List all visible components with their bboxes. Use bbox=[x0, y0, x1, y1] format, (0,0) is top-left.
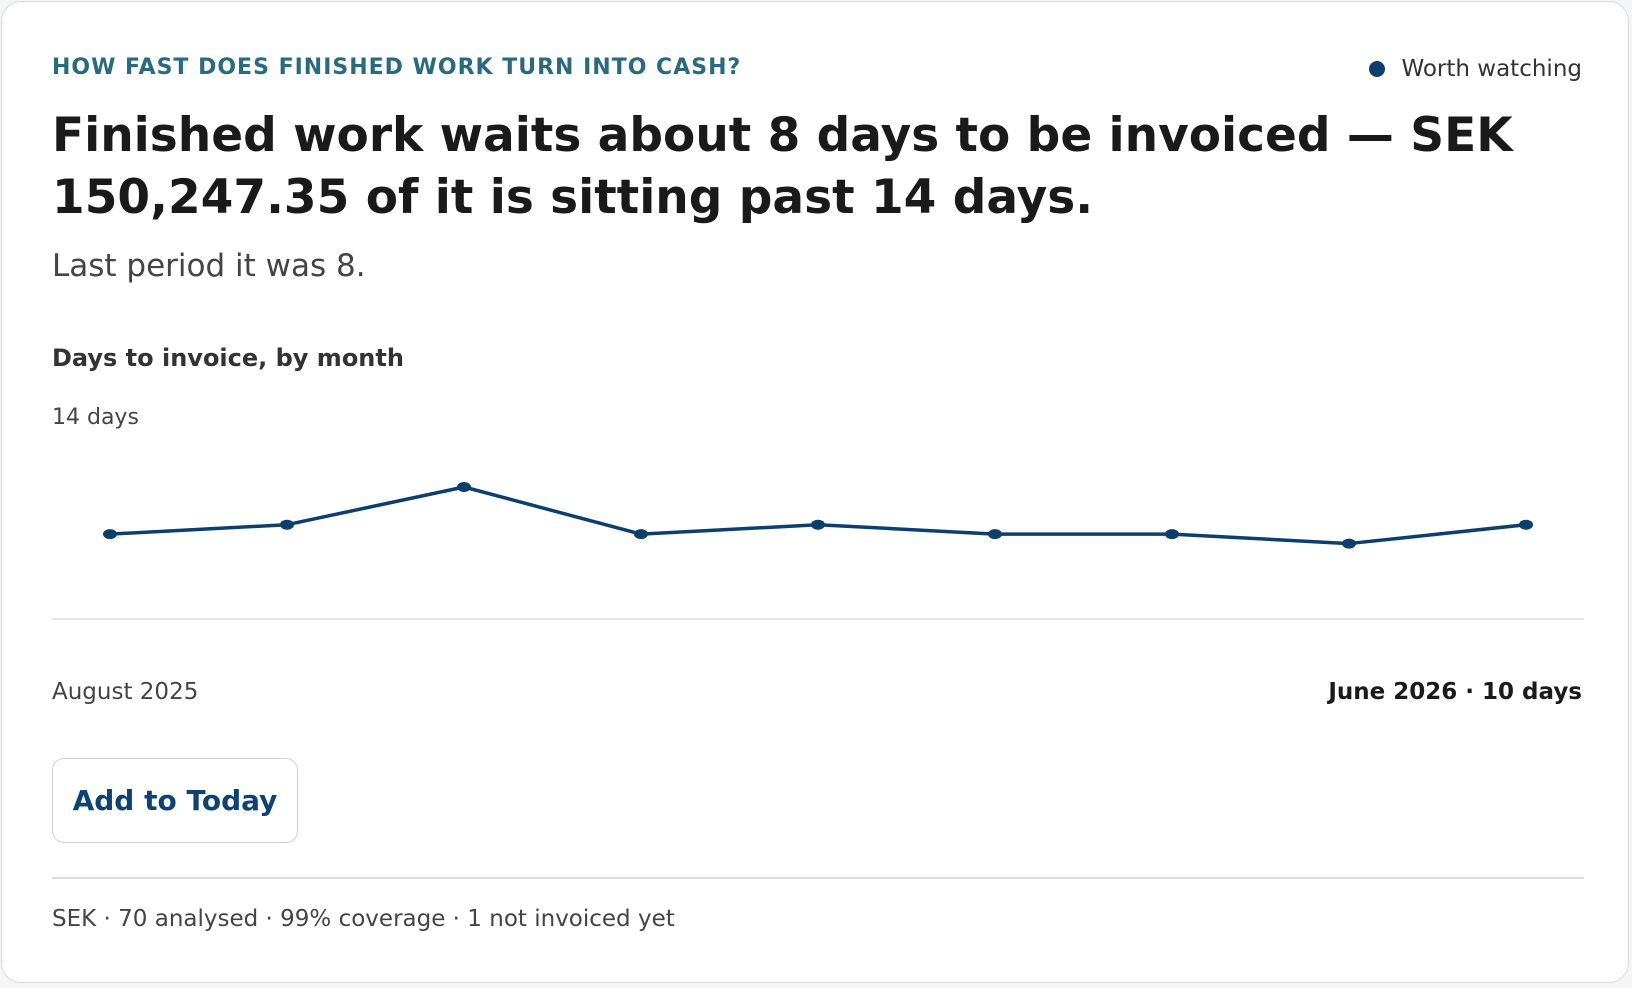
footer: SEK · 70 analysed · 99% coverage · 1 not… bbox=[52, 906, 675, 932]
divider bbox=[52, 877, 1584, 879]
point bbox=[280, 519, 294, 530]
point bbox=[634, 529, 648, 540]
chart-title: Days to invoice, by month bbox=[52, 344, 404, 372]
add-button[interactable]: Add to Today bbox=[52, 758, 298, 843]
end-label: June 2026 · 10 days bbox=[1328, 679, 1582, 705]
y-tick-label: 14 days bbox=[52, 405, 139, 430]
point bbox=[1519, 519, 1533, 530]
status-dot bbox=[1369, 61, 1385, 77]
subtitle: Last period it was 8. bbox=[52, 248, 366, 284]
point bbox=[1165, 529, 1179, 540]
start-label: August 2025 bbox=[52, 679, 199, 705]
point bbox=[103, 529, 117, 540]
eyebrow: HOW FAST DOES FINISHED WORK TURN INTO CA… bbox=[52, 55, 742, 80]
point bbox=[457, 482, 471, 492]
point bbox=[1342, 538, 1356, 549]
headline: Finished work waits about 8 days to be i… bbox=[52, 108, 1513, 225]
status: Worth watching bbox=[1401, 56, 1582, 82]
line bbox=[109, 485, 1527, 546]
point bbox=[988, 529, 1002, 540]
point bbox=[811, 519, 825, 530]
